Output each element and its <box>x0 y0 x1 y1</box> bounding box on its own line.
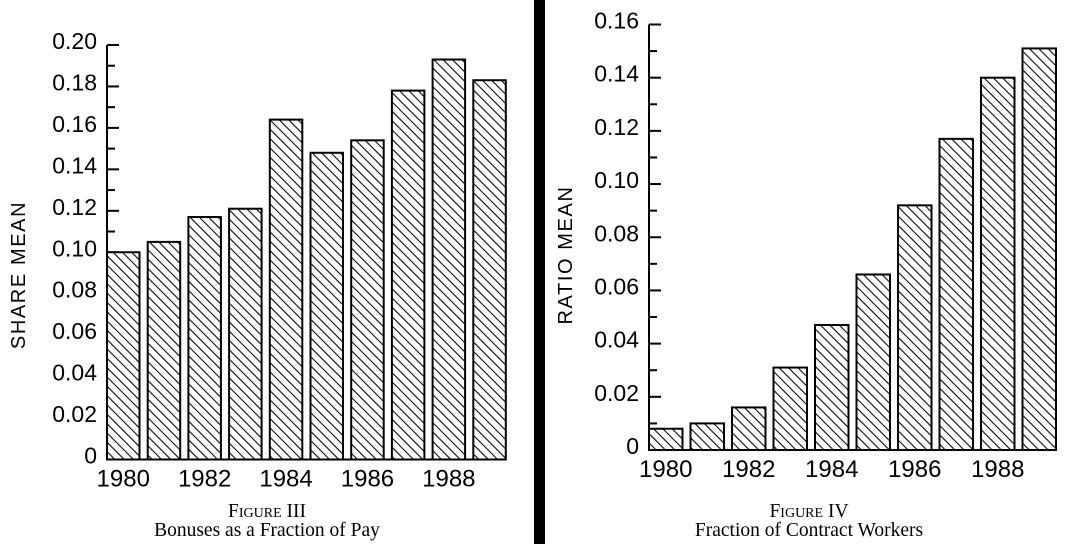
svg-text:Bonuses as a Fraction of Pay: Bonuses as a Fraction of Pay <box>154 520 380 541</box>
svg-text:0.04: 0.04 <box>594 327 639 353</box>
svg-text:1988: 1988 <box>422 466 475 493</box>
svg-text:0.14: 0.14 <box>594 61 639 87</box>
svg-text:1984: 1984 <box>805 456 858 483</box>
svg-text:0.18: 0.18 <box>52 69 97 95</box>
svg-text:0.10: 0.10 <box>52 235 97 261</box>
svg-text:0.06: 0.06 <box>594 273 639 299</box>
svg-text:RATIO MEAN: RATIO MEAN <box>555 186 577 325</box>
svg-text:0.14: 0.14 <box>52 152 97 178</box>
svg-text:0.10: 0.10 <box>594 167 639 193</box>
svg-text:1986: 1986 <box>341 466 394 493</box>
svg-text:1980: 1980 <box>97 466 150 493</box>
svg-text:0.12: 0.12 <box>594 114 639 140</box>
svg-text:0: 0 <box>84 443 97 469</box>
svg-text:0.02: 0.02 <box>52 401 97 427</box>
svg-text:0.08: 0.08 <box>52 277 97 303</box>
svg-text:1980: 1980 <box>639 456 692 483</box>
svg-text:1982: 1982 <box>722 456 775 483</box>
svg-text:Figure IV: Figure IV <box>769 501 848 522</box>
svg-text:SHARE MEAN: SHARE MEAN <box>8 201 30 349</box>
svg-text:0.04: 0.04 <box>52 360 97 386</box>
svg-text:1982: 1982 <box>178 466 231 493</box>
svg-text:1988: 1988 <box>971 456 1024 483</box>
svg-text:0.06: 0.06 <box>52 318 97 344</box>
svg-text:1984: 1984 <box>259 466 312 493</box>
svg-text:0.16: 0.16 <box>594 8 639 34</box>
svg-text:Figure III: Figure III <box>228 501 306 522</box>
svg-text:0: 0 <box>626 433 639 459</box>
svg-text:0.08: 0.08 <box>594 220 639 246</box>
svg-text:0.02: 0.02 <box>594 380 639 406</box>
svg-text:0.16: 0.16 <box>52 111 97 137</box>
svg-text:0.20: 0.20 <box>52 28 97 54</box>
svg-text:1986: 1986 <box>888 456 941 483</box>
svg-text:Fraction of Contract Workers: Fraction of Contract Workers <box>695 520 923 541</box>
svg-text:0.12: 0.12 <box>52 194 97 220</box>
